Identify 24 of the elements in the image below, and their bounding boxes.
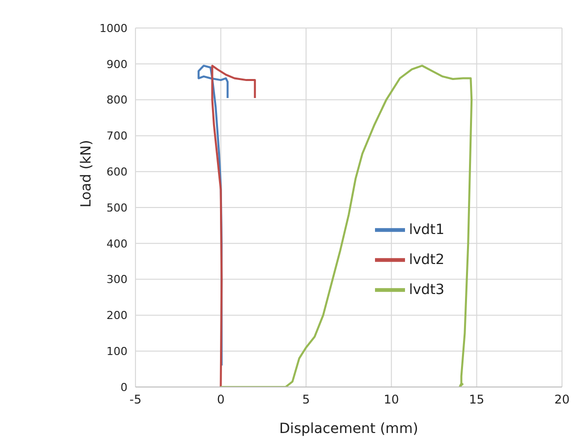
legend-label: lvdt1 — [409, 222, 444, 238]
y-tick-label: 800 — [106, 94, 128, 107]
x-tick-label: 0 — [216, 392, 225, 407]
y-tick-label: 400 — [106, 237, 128, 250]
y-tick-label: 900 — [106, 58, 128, 71]
line-series — [220, 64, 473, 387]
line-series — [211, 64, 256, 387]
legend-label: lvdt2 — [409, 252, 444, 268]
x-tick-label: 5 — [302, 392, 310, 407]
x-tick-label: 10 — [384, 392, 400, 407]
x-tick-label: 15 — [469, 392, 484, 407]
y-tick-label: 600 — [106, 166, 128, 179]
x-tick-label: 20 — [554, 392, 570, 407]
y-tick-label: 100 — [106, 345, 128, 358]
x-tick-label: -5 — [129, 392, 142, 407]
y-tick-label: 200 — [106, 309, 128, 322]
x-axis-title: Displacement (mm) — [279, 421, 418, 437]
y-axis-title: Load (kN) — [78, 140, 94, 208]
y-tick-label: 700 — [106, 130, 128, 143]
legend-label: lvdt3 — [409, 282, 444, 298]
y-tick-label: 1000 — [99, 22, 128, 35]
y-tick-label: 300 — [106, 273, 128, 286]
y-tick-label: 500 — [106, 201, 128, 214]
y-tick-label: 0 — [120, 380, 128, 394]
